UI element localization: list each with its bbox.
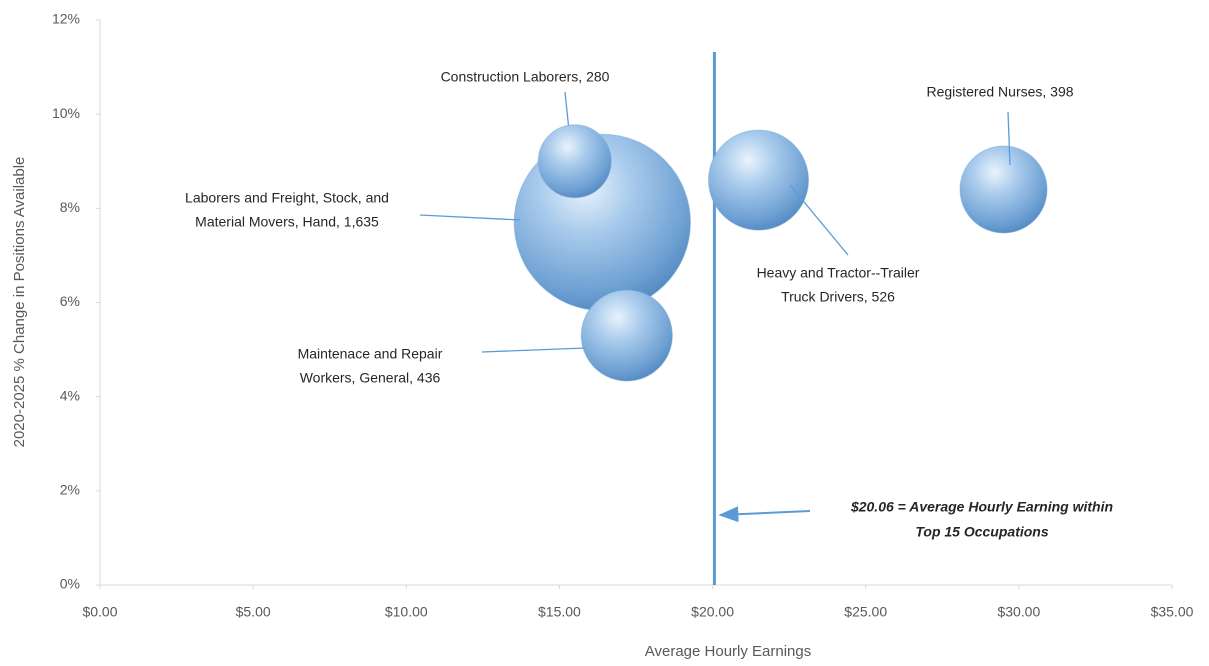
x-tick-label: $15.00: [538, 604, 581, 620]
data-label: Workers, General, 436: [300, 370, 441, 386]
x-tick-label: $10.00: [385, 604, 428, 620]
bubble: [708, 129, 810, 231]
bubble: [580, 289, 673, 382]
leader-line: [1007, 111, 1011, 166]
annotation: $20.06 = Average Hourly Earning within: [850, 499, 1113, 515]
leader-line: [789, 184, 849, 256]
y-tick-label: 6%: [60, 293, 80, 309]
data-label: Laborers and Freight, Stock, and: [185, 190, 389, 206]
bubble: [959, 145, 1048, 234]
y-tick-label: 12%: [52, 11, 80, 27]
data-label: Material Movers, Hand, 1,635: [195, 214, 379, 230]
y-tick-label: 2%: [60, 482, 80, 498]
x-tick-label: $20.00: [691, 604, 734, 620]
x-tick-label: $25.00: [844, 604, 887, 620]
x-tick-label: $30.00: [997, 604, 1040, 620]
bubble: [537, 124, 612, 199]
y-tick-label: 10%: [52, 105, 80, 121]
leader-line: [481, 347, 586, 353]
x-tick-label: $35.00: [1151, 604, 1194, 620]
data-label: Truck Drivers, 526: [781, 289, 895, 305]
data-label: Heavy and Tractor--Trailer: [757, 265, 920, 281]
x-axis-label: Average Hourly Earnings: [645, 643, 811, 660]
x-tick-label: $5.00: [236, 604, 271, 620]
data-label: Construction Laborers, 280: [441, 69, 610, 85]
leader-line: [419, 214, 521, 221]
x-tick-label: $0.00: [82, 604, 117, 620]
annotation: Top 15 Occupations: [915, 524, 1048, 540]
y-axis-label: 2020-2025 % Change in Positions Availabl…: [11, 157, 28, 448]
data-label: Maintenace and Repair: [298, 346, 443, 362]
y-tick-label: 0%: [60, 576, 80, 592]
y-tick-label: 4%: [60, 387, 80, 403]
annotation-arrow: [718, 506, 811, 523]
data-label: Registered Nurses, 398: [926, 84, 1073, 100]
y-tick-label: 8%: [60, 199, 80, 215]
